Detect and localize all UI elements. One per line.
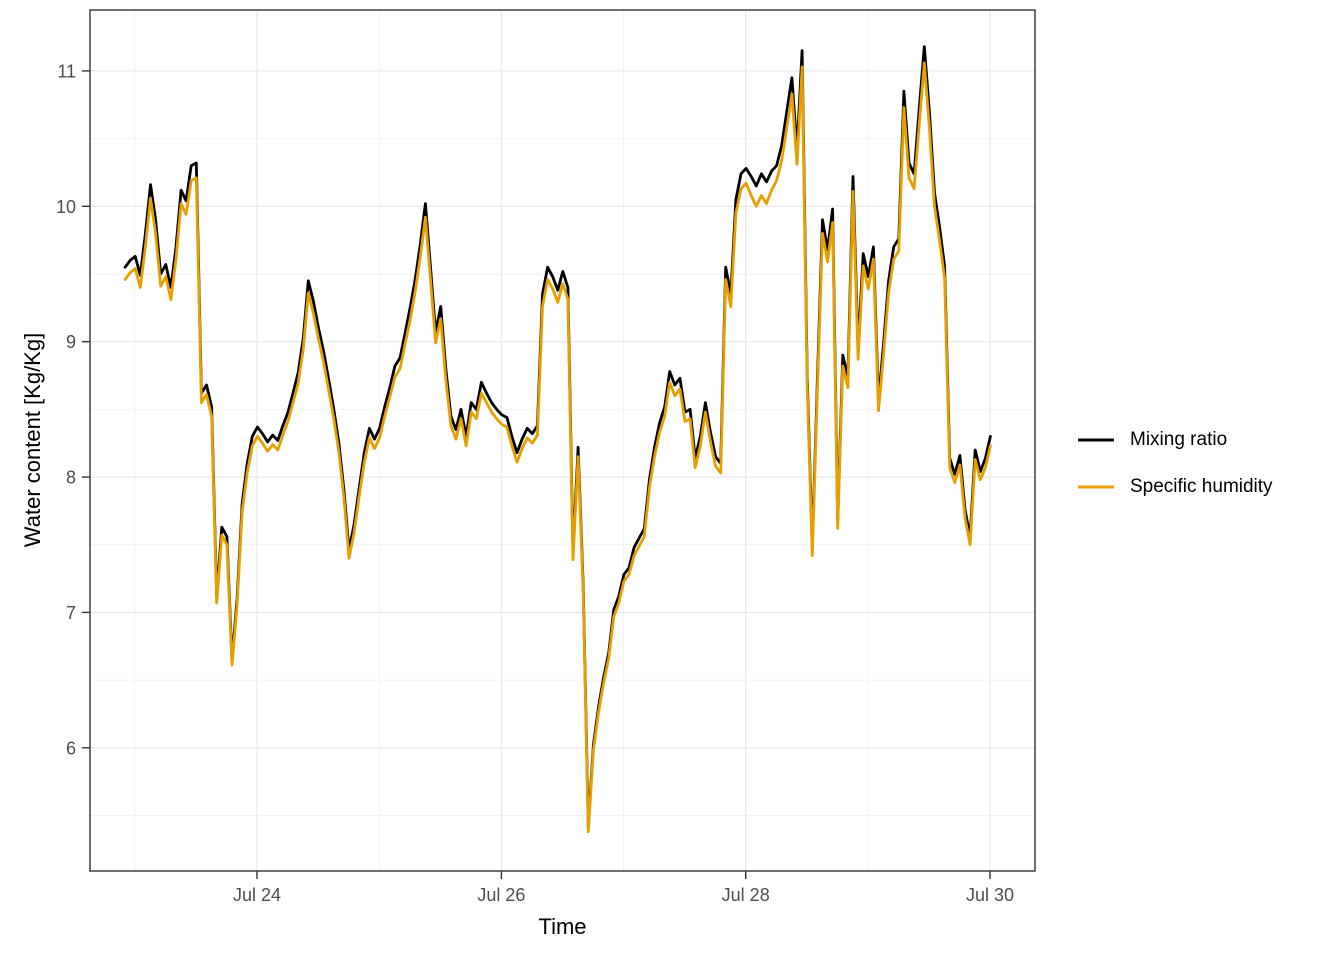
svg-text:8: 8 — [66, 468, 76, 488]
legend-label-specific-humidity: Specific humidity — [1130, 476, 1273, 497]
mixing-ratio-line-key — [1078, 438, 1114, 442]
specific-humidity-line-key — [1078, 485, 1114, 489]
legend-item-specific-humidity: Specific humidity — [1076, 476, 1273, 498]
svg-text:Jul 26: Jul 26 — [477, 885, 525, 905]
svg-text:11: 11 — [57, 61, 76, 81]
svg-text:7: 7 — [66, 603, 76, 623]
x-axis-title: Time — [538, 914, 587, 939]
legend-item-mixing-ratio: Mixing ratio — [1076, 429, 1273, 451]
legend-label-mixing-ratio: Mixing ratio — [1130, 429, 1228, 450]
svg-text:Jul 30: Jul 30 — [966, 885, 1014, 905]
svg-text:Jul 24: Jul 24 — [233, 885, 281, 905]
y-axis-title: Water content [Kg/Kg] — [20, 332, 45, 548]
svg-text:6: 6 — [66, 738, 76, 758]
svg-text:10: 10 — [56, 197, 76, 217]
svg-text:9: 9 — [66, 332, 76, 352]
legend: Mixing ratio Specific humidity — [1076, 429, 1273, 498]
svg-text:Jul 28: Jul 28 — [722, 885, 770, 905]
